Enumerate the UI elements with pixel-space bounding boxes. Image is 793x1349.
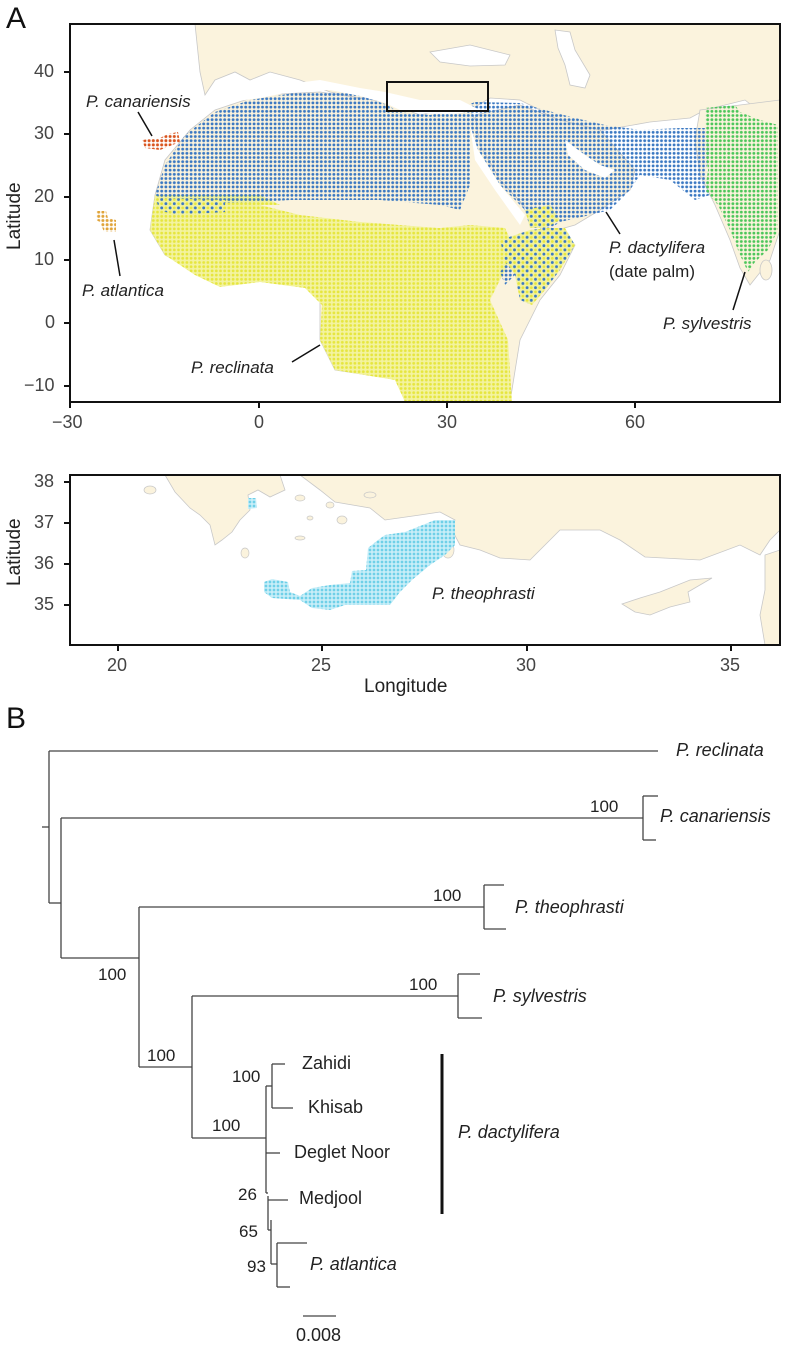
- bootstrap-node-65: 65: [239, 1222, 258, 1241]
- tip-reclinata: P. reclinata: [676, 740, 764, 760]
- black-sea: [429, 44, 511, 67]
- range-theophrasti-crete-anatolia: [264, 520, 455, 610]
- main-map-leader-lines: [113, 111, 746, 363]
- inset-ylabel: Latitude: [4, 518, 25, 586]
- main-map: [96, 24, 780, 402]
- label-theophrasti: P. theophrasti: [432, 584, 535, 603]
- levant-land: [759, 549, 780, 645]
- anatolia-land: [299, 475, 780, 561]
- tip-canariensis: P. canariensis: [660, 806, 771, 826]
- range-theophrasti-peloponnese: [248, 498, 257, 509]
- bootstrap-theophrasti: 100: [433, 886, 462, 905]
- main-map-y-ticks: [64, 71, 70, 387]
- inset-y-tick-38: 38: [34, 471, 55, 491]
- x-tick-neg30: −30: [52, 412, 83, 432]
- tip-atlantica: P. atlantica: [310, 1254, 397, 1274]
- label-sylvestris: P. sylvestris: [663, 314, 752, 333]
- panel-a-letter: A: [6, 2, 27, 35]
- range-sylvestris: [705, 105, 778, 272]
- label-dactylifera: P. dactylifera: [609, 238, 706, 257]
- inset-y-tick-35: 35: [34, 594, 55, 614]
- inset-x-tick-30: 30: [516, 655, 537, 675]
- x-tick-60: 60: [625, 412, 646, 432]
- x-tick-0: 0: [254, 412, 265, 432]
- bootstrap-node-26: 26: [238, 1185, 257, 1204]
- label-dactylifera-common: (date palm): [609, 262, 695, 281]
- inset-y-tick-36: 36: [34, 553, 55, 573]
- range-mixed-yemen: [525, 205, 560, 228]
- tip-khisab: Khisab: [308, 1097, 364, 1117]
- y-tick-10: 10: [34, 249, 55, 269]
- inset-extent-box: [386, 81, 489, 112]
- label-canariensis: P. canariensis: [86, 92, 191, 111]
- inset-x-ticks: [117, 645, 732, 651]
- panel-b-letter: B: [6, 702, 27, 735]
- label-atlantica: P. atlantica: [82, 281, 164, 300]
- y-tick-40: 40: [34, 61, 55, 81]
- range-canariensis: [142, 132, 180, 150]
- sahel-gap: [260, 205, 470, 228]
- tip-medjool: Medjool: [299, 1188, 363, 1208]
- main-map-x-ticks: [69, 402, 636, 408]
- bootstrap-node-dact-crown: 100: [212, 1116, 241, 1135]
- inset-x-tick-20: 20: [107, 655, 128, 675]
- range-reclinata: [150, 195, 515, 402]
- persian-gulf: [565, 140, 615, 178]
- bootstrap-node-sylv-dact: 100: [147, 1046, 176, 1065]
- bootstrap-node-theo-rest: 100: [98, 965, 127, 984]
- main-map-frame: [69, 23, 781, 403]
- inset-y-tick-37: 37: [34, 512, 55, 532]
- y-tick-20: 20: [34, 186, 55, 206]
- scale-bar-label: 0.008: [296, 1325, 342, 1345]
- cyprus: [621, 577, 713, 616]
- x-tick-30: 30: [437, 412, 458, 432]
- y-tick-0: 0: [45, 312, 56, 332]
- mediterranean-sea: [215, 80, 480, 114]
- inset-x-tick-35: 35: [720, 655, 741, 675]
- bootstrap-sylvestris: 100: [409, 975, 438, 994]
- label-reclinata: P. reclinata: [191, 358, 274, 377]
- tip-theophrasti: P. theophrasti: [515, 897, 624, 917]
- greece-land: [164, 475, 286, 546]
- caspian-sea: [554, 29, 591, 89]
- sri-lanka: [759, 259, 773, 281]
- y-tick-neg10: −10: [24, 375, 55, 395]
- bootstrap-canariensis: 100: [590, 797, 619, 816]
- y-tick-30: 30: [34, 123, 55, 143]
- inset-y-ticks: [64, 481, 70, 606]
- inset-map-frame: [69, 474, 781, 646]
- inset-x-tick-25: 25: [311, 655, 332, 675]
- tip-deglet-noor: Deglet Noor: [294, 1142, 391, 1162]
- inset-map: [143, 475, 780, 645]
- range-dactylifera: [155, 92, 710, 285]
- inset-xlabel: Longitude: [364, 676, 448, 697]
- main-map-ylabel: Latitude: [4, 182, 25, 250]
- phylogenetic-tree: [42, 750, 658, 1288]
- range-atlantica: [96, 211, 116, 232]
- range-mixed-horn: [500, 228, 575, 305]
- bootstrap-node-zahidi-khisab: 100: [232, 1067, 261, 1086]
- red-sea: [470, 125, 525, 225]
- tip-zahidi: Zahidi: [302, 1053, 352, 1073]
- bootstrap-node-93: 93: [247, 1257, 266, 1276]
- clade-label-dactylifera: P. dactylifera: [458, 1122, 560, 1142]
- range-mixed-westafrica: [155, 198, 225, 215]
- tip-sylvestris: P. sylvestris: [493, 986, 587, 1006]
